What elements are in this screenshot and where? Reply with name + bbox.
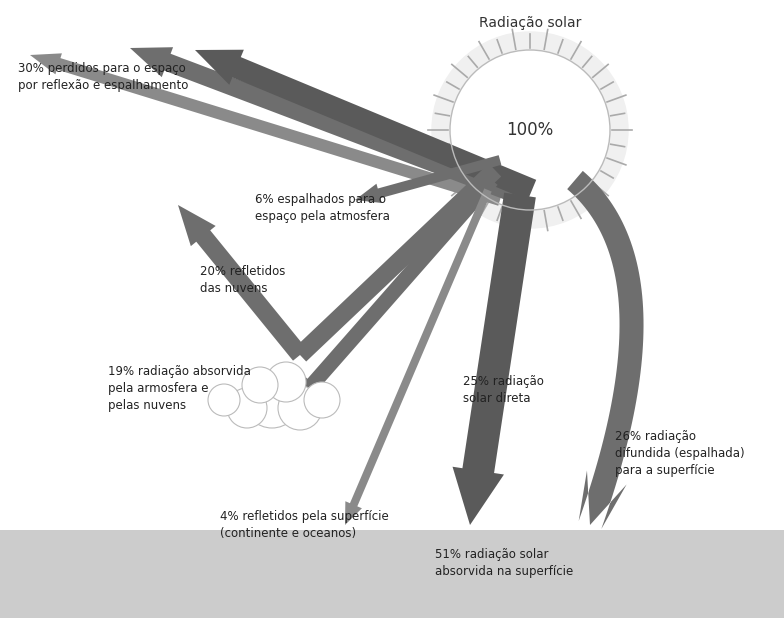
Text: 26% radiação
difundida (espalhada)
para a superfície: 26% radiação difundida (espalhada) para …: [615, 430, 745, 477]
Polygon shape: [294, 164, 501, 362]
Circle shape: [304, 382, 340, 418]
Polygon shape: [567, 171, 644, 529]
Circle shape: [242, 367, 278, 403]
Text: 100%: 100%: [506, 121, 554, 139]
Polygon shape: [178, 205, 307, 361]
Polygon shape: [355, 155, 501, 203]
Text: 20% refletidos
das nuvens: 20% refletidos das nuvens: [200, 265, 285, 295]
Circle shape: [266, 362, 306, 402]
Polygon shape: [345, 188, 492, 525]
Polygon shape: [290, 175, 498, 410]
Text: 25% radiação
solar direta: 25% radiação solar direta: [463, 375, 544, 405]
Circle shape: [244, 372, 300, 428]
Text: 4% refletidos pela superfície
(continente e oceanos): 4% refletidos pela superfície (continent…: [220, 510, 389, 540]
Text: Radiação solar: Radiação solar: [479, 16, 581, 30]
Circle shape: [208, 384, 240, 416]
Text: 51% radiação solar
absorvida na superfície: 51% radiação solar absorvida na superfíc…: [435, 548, 573, 578]
Circle shape: [278, 386, 322, 430]
Circle shape: [227, 388, 267, 428]
Circle shape: [432, 32, 628, 228]
Bar: [0, 530, 784, 618]
Text: 6% espalhados para o
espaço pela atmosfera: 6% espalhados para o espaço pela atmosfe…: [255, 193, 390, 223]
Text: 19% radiação absorvida
pela armosfera e
pelas nuvens: 19% radiação absorvida pela armosfera e …: [108, 365, 251, 412]
Polygon shape: [30, 53, 502, 206]
Polygon shape: [130, 47, 521, 203]
Polygon shape: [195, 49, 536, 200]
Polygon shape: [452, 193, 535, 525]
Text: 30% perdidos para o espaço
por reflexão e espalhamento: 30% perdidos para o espaço por reflexão …: [18, 62, 188, 92]
Circle shape: [450, 50, 610, 210]
